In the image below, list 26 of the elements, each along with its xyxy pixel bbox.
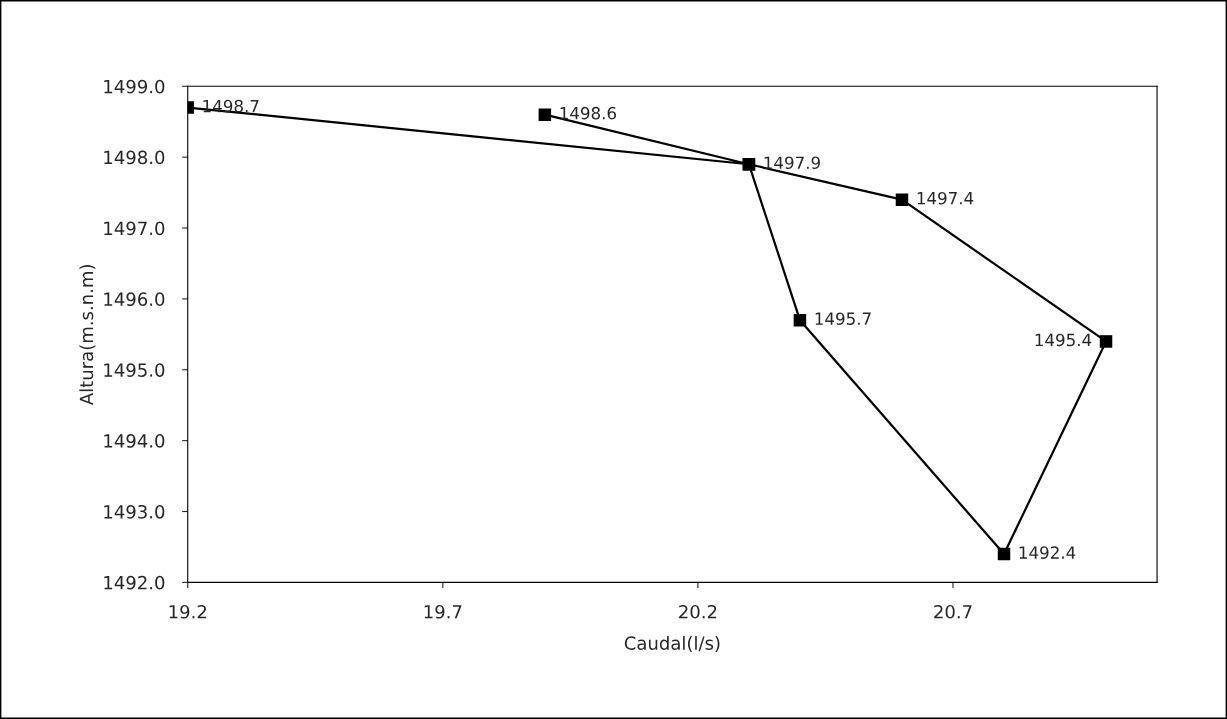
data-label: 1495.7 [815, 312, 871, 325]
x-tick-label: 20.7 [934, 604, 972, 619]
y-tick-label: 1495.0 [104, 363, 165, 377]
x-tick-label: 19.7 [424, 604, 462, 619]
y-tick-label: 1493.0 [104, 504, 165, 519]
y-tick-label: 1492.0 [104, 575, 165, 590]
point [895, 193, 909, 206]
y-tick-label: 1494.0 [104, 434, 165, 448]
data-label: 1498.7 [203, 99, 259, 113]
y-tick-label: 1499.0 [104, 79, 165, 94]
point [538, 108, 552, 121]
x-tick-label: 19.2 [169, 604, 207, 619]
data-label: 1498.6 [560, 106, 617, 120]
point [997, 547, 1011, 561]
y-tick-label: 1497.0 [104, 221, 165, 236]
data-label: 1497.4 [917, 191, 974, 205]
data-label: 1495.4 [1035, 333, 1092, 347]
data-label: 1492.4 [1019, 546, 1076, 559]
x-axis-title: Caudal(l/s) [624, 635, 720, 653]
point [1099, 335, 1113, 348]
y-tick-label: 1496.0 [104, 292, 165, 307]
point [793, 313, 807, 327]
y-tick-label: 1498.0 [104, 150, 165, 165]
data-label: 1497.9 [764, 156, 820, 170]
x-tick-label: 20.2 [679, 604, 717, 619]
y-axis-title: Altura(m.s.n.m) [79, 265, 96, 406]
